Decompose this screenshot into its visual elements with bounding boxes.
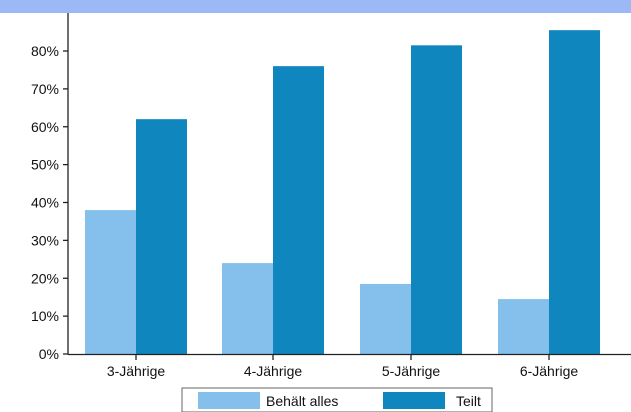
tick-labels-group: 0% 10% 20% 30% 40% 50% 60% 70% 80% 3-Jährige 4-Jäh…: [31, 43, 578, 379]
bar-teilt-4y: [273, 66, 324, 355]
legend: Behält alles Teilt: [181, 387, 493, 412]
bar-teilt-6y: [549, 30, 600, 354]
x-tick-label: 3-Jährige: [107, 363, 166, 379]
y-tick-label: 70%: [31, 81, 59, 97]
y-tick-label: 40%: [31, 195, 59, 211]
y-tick-label: 60%: [31, 119, 59, 135]
y-tick-label: 50%: [31, 157, 59, 173]
legend-swatch: [198, 392, 260, 409]
bar-behaelt-alles-6y: [498, 299, 549, 354]
bar-teilt-5y: [411, 45, 462, 354]
bar-behaelt-alles-3y: [85, 210, 136, 354]
x-tick-label: 5-Jährige: [382, 363, 441, 379]
legend-swatch: [383, 392, 445, 409]
legend-label: Behält alles: [266, 393, 338, 409]
x-tick-label: 4-Jährige: [244, 363, 303, 379]
bar-behaelt-alles-4y: [222, 263, 273, 354]
legend-label: Teilt: [456, 393, 481, 409]
y-tick-label: 30%: [31, 232, 59, 248]
bar-behaelt-alles-5y: [360, 283, 411, 354]
x-tick-label: 6-Jährige: [520, 363, 579, 379]
axes-group: [63, 13, 631, 360]
bar-teilt-3y: [136, 119, 187, 354]
y-tick-label: 10%: [31, 308, 59, 324]
top-color-band: [0, 0, 631, 13]
y-tick-label: 0%: [39, 346, 59, 362]
y-tick-label: 80%: [31, 43, 59, 59]
y-tick-label: 20%: [31, 270, 59, 286]
bars-group: [85, 30, 600, 355]
